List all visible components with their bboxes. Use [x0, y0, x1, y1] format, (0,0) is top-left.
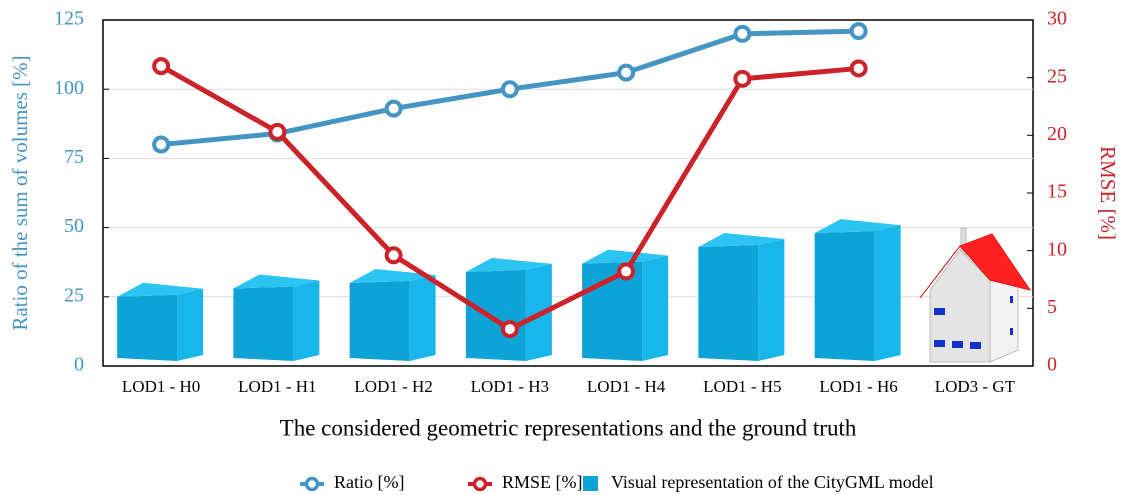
legend-label: Visual representation of the CityGML mod…	[611, 472, 934, 492]
x-tick-label: LOD1 - H6	[819, 377, 897, 396]
x-tick-label: LOD1 - H0	[122, 377, 200, 396]
x-tick-label: LOD1 - H2	[354, 377, 432, 396]
x-tick-label: LOD1 - H5	[703, 377, 781, 396]
box-side	[410, 275, 436, 361]
point-marker	[735, 72, 749, 86]
legend-label: Ratio [%]	[334, 472, 404, 492]
box-front	[698, 245, 758, 361]
point-marker	[619, 66, 633, 80]
legend-swatch	[583, 476, 598, 491]
point-marker	[387, 102, 401, 116]
house-icon	[920, 228, 1030, 362]
box-bar	[117, 283, 203, 361]
point-marker	[503, 82, 517, 96]
y2-tick-label: 25	[1047, 65, 1067, 87]
point-marker	[270, 125, 284, 139]
legend-label: RMSE [%]	[502, 472, 583, 492]
box-bar	[698, 233, 784, 361]
box-side	[177, 289, 203, 361]
y2-tick-label: 10	[1047, 238, 1067, 260]
legend-marker	[307, 479, 318, 490]
y-tick-label: 50	[64, 215, 84, 237]
box-front	[233, 286, 293, 361]
box-front	[117, 295, 177, 361]
y-axis-label: Ratio of the sum of volumes [%]	[8, 55, 32, 330]
point-marker	[154, 59, 168, 73]
x-axis-label: The considered geometric representations…	[280, 415, 857, 440]
y2-tick-label: 5	[1047, 296, 1057, 318]
point-marker	[503, 322, 517, 336]
x-tick-label: LOD1 - H4	[587, 377, 666, 396]
y2-tick-label: 30	[1047, 8, 1067, 30]
x-tick-label: LOD1 - H3	[471, 377, 549, 396]
legend-marker	[475, 479, 486, 490]
box-front	[350, 281, 410, 361]
point-marker	[852, 61, 866, 75]
box-side	[875, 225, 901, 361]
box-side	[642, 256, 668, 361]
box-front	[466, 270, 526, 361]
point-marker	[735, 27, 749, 41]
point-marker	[154, 138, 168, 152]
y-tick-label: 75	[64, 146, 84, 168]
box-side	[758, 239, 784, 361]
point-marker	[387, 248, 401, 262]
box-side	[293, 280, 319, 361]
point-marker	[852, 24, 866, 38]
y2-tick-label: 0	[1047, 354, 1057, 376]
x-tick-label: LOD1 - H1	[238, 377, 316, 396]
box-front	[815, 231, 875, 361]
y-tick-label: 25	[64, 284, 84, 306]
y2-axis-label: RMSE [%]	[1096, 146, 1120, 240]
point-marker	[619, 264, 633, 278]
x-tick-label: LOD3 - GT	[935, 377, 1016, 396]
box-bar	[350, 269, 436, 361]
box-bar	[233, 274, 319, 361]
y2-tick-label: 20	[1047, 123, 1067, 145]
box-bar	[815, 219, 901, 361]
y2-tick-label: 15	[1047, 181, 1067, 203]
y-tick-label: 0	[74, 354, 84, 376]
y-tick-label: 125	[54, 8, 84, 30]
chart: The considered geometric representations…	[0, 0, 1123, 495]
y-tick-label: 100	[54, 77, 84, 99]
